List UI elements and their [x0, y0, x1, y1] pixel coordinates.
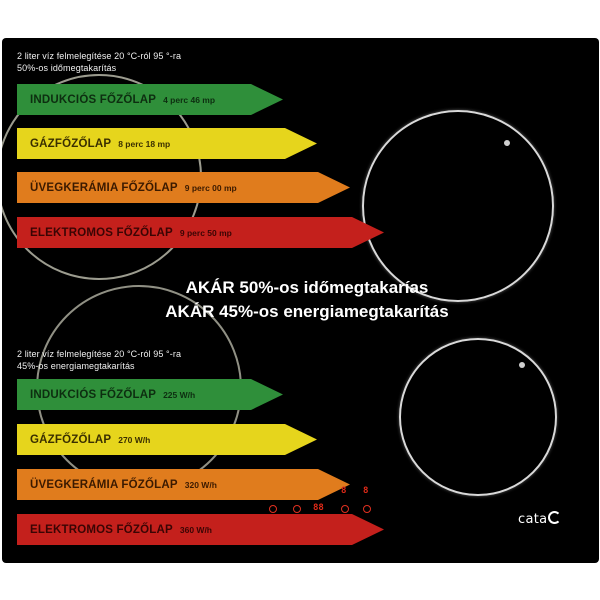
- brand-logo: cata: [518, 511, 562, 527]
- energy-bar-value: 360 W/h: [179, 524, 212, 535]
- time-bar-value: 8 perc 18 mp: [118, 138, 171, 149]
- savings-headline: AKÁR 50%-os időmegtakarías AKÁR 45%-os e…: [142, 276, 472, 324]
- time-caption: 2 liter víz felmelegítése 20 °C-ról 95 °…: [17, 50, 181, 74]
- burner-marker: [519, 362, 525, 368]
- energy-bar-ceramic: ÜVEGKERÁMIA FŐZŐLAP 320 W/h: [17, 469, 350, 500]
- time-caption-line1: 2 liter víz felmelegítése 20 °C-ról 95 °…: [17, 51, 182, 61]
- energy-bar-value: 225 W/h: [163, 389, 196, 400]
- time-bar-value: 9 perc 00 mp: [184, 182, 237, 193]
- time-bar-electric: ELEKTROMOS FŐZŐLAP 9 perc 50 mp: [17, 217, 384, 248]
- energy-bar-gas: GÁZFŐZŐLAP 270 W/h: [17, 424, 317, 455]
- energy-caption-line1: 2 liter víz felmelegítése 20 °C-ról 95 °…: [17, 349, 182, 359]
- touch-key[interactable]: [341, 505, 349, 513]
- time-bar-value: 4 perc 46 mp: [163, 94, 216, 105]
- cooktop-surface: 2 liter víz felmelegítése 20 °C-ról 95 °…: [2, 38, 599, 563]
- time-bar-label: ÜVEGKERÁMIA FŐZŐLAP: [30, 181, 178, 194]
- energy-caption: 2 liter víz felmelegítése 20 °C-ról 95 °…: [17, 348, 181, 372]
- touch-key[interactable]: [269, 505, 277, 513]
- power-level-display: 8: [341, 486, 347, 496]
- touch-key[interactable]: [293, 505, 301, 513]
- time-bar-label: INDUKCIÓS FŐZŐLAP: [30, 93, 157, 106]
- time-bar-value: 9 perc 50 mp: [179, 227, 232, 238]
- energy-bar-value: 320 W/h: [184, 479, 217, 490]
- touch-control-panel: 8 8 88: [267, 486, 387, 516]
- time-bar-gas: GÁZFŐZŐLAP 8 perc 18 mp: [17, 128, 317, 159]
- burner-marker: [504, 140, 510, 146]
- energy-bar-induction: INDUKCIÓS FŐZŐLAP 225 W/h: [17, 379, 283, 410]
- brand-logo-mark-icon: [548, 511, 562, 524]
- time-bar-ceramic: ÜVEGKERÁMIA FŐZŐLAP 9 perc 00 mp: [17, 172, 350, 203]
- touch-key[interactable]: [363, 505, 371, 513]
- time-bar-induction: INDUKCIÓS FŐZŐLAP 4 perc 46 mp: [17, 84, 283, 115]
- energy-bar-label: ÜVEGKERÁMIA FŐZŐLAP: [30, 478, 178, 491]
- headline-line2: AKÁR 45%-os energiamegtakarítás: [165, 302, 449, 321]
- brand-logo-text: cata: [518, 512, 548, 527]
- power-level-display: 8: [363, 486, 369, 496]
- energy-bar-electric: ELEKTROMOS FŐZŐLAP 360 W/h: [17, 514, 384, 545]
- timer-display: 88: [313, 503, 324, 513]
- time-bar-label: GÁZFŐZŐLAP: [30, 137, 112, 150]
- headline-line1: AKÁR 50%-os időmegtakarías: [185, 278, 429, 297]
- burner-ring-top-right: [362, 110, 554, 302]
- burner-ring-bottom-right: [399, 338, 557, 496]
- energy-bar-label: INDUKCIÓS FŐZŐLAP: [30, 388, 157, 401]
- energy-bar-label: GÁZFŐZŐLAP: [30, 433, 112, 446]
- time-caption-line2: 50%-os időmegtakarítás: [17, 63, 117, 73]
- energy-bar-value: 270 W/h: [118, 434, 151, 445]
- time-bar-label: ELEKTROMOS FŐZŐLAP: [30, 226, 173, 239]
- energy-caption-line2: 45%-os energiamegtakarítás: [17, 361, 135, 371]
- energy-bar-label: ELEKTROMOS FŐZŐLAP: [30, 523, 173, 536]
